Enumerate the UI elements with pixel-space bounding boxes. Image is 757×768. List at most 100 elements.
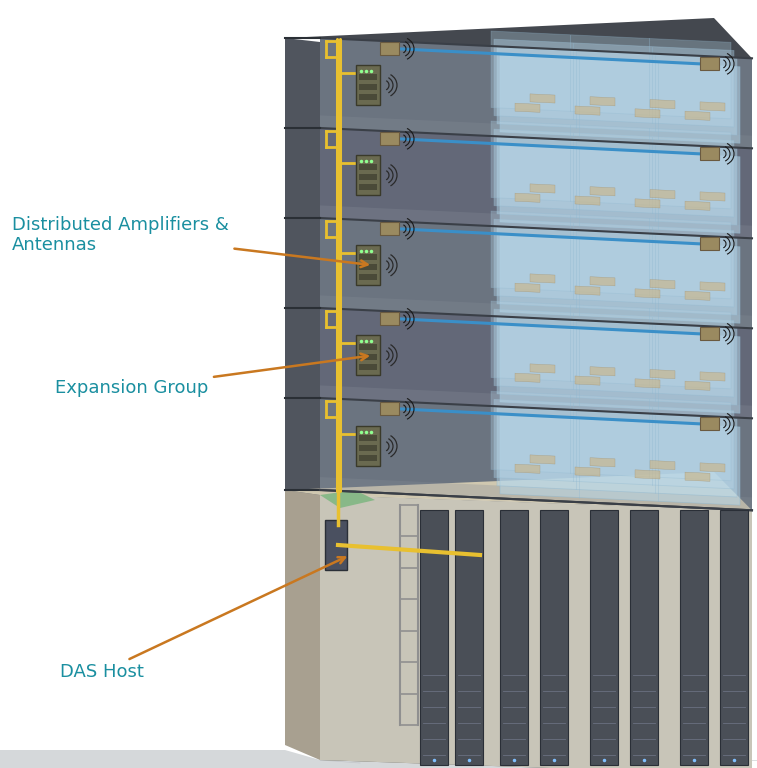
- Polygon shape: [590, 276, 615, 286]
- Polygon shape: [650, 100, 675, 109]
- FancyBboxPatch shape: [356, 426, 380, 466]
- FancyBboxPatch shape: [359, 344, 377, 350]
- Polygon shape: [685, 201, 710, 210]
- Polygon shape: [685, 291, 710, 300]
- Polygon shape: [494, 219, 734, 307]
- FancyBboxPatch shape: [420, 510, 448, 765]
- Polygon shape: [285, 18, 752, 58]
- Polygon shape: [320, 128, 752, 238]
- Polygon shape: [635, 199, 660, 208]
- Polygon shape: [685, 472, 710, 482]
- FancyBboxPatch shape: [359, 74, 377, 81]
- FancyBboxPatch shape: [325, 520, 347, 570]
- Polygon shape: [530, 274, 555, 283]
- Polygon shape: [320, 296, 752, 328]
- Polygon shape: [491, 391, 731, 481]
- FancyBboxPatch shape: [359, 164, 377, 170]
- Polygon shape: [491, 301, 731, 389]
- FancyBboxPatch shape: [359, 455, 377, 462]
- Polygon shape: [497, 137, 737, 225]
- FancyBboxPatch shape: [699, 417, 718, 430]
- Polygon shape: [590, 366, 615, 376]
- Polygon shape: [650, 461, 675, 470]
- Polygon shape: [320, 745, 752, 768]
- FancyBboxPatch shape: [699, 327, 718, 340]
- Polygon shape: [285, 472, 752, 510]
- Polygon shape: [650, 190, 675, 199]
- Polygon shape: [491, 211, 731, 299]
- Polygon shape: [320, 386, 752, 419]
- Polygon shape: [320, 308, 752, 419]
- FancyBboxPatch shape: [590, 510, 618, 765]
- Polygon shape: [575, 467, 600, 476]
- Polygon shape: [320, 38, 752, 148]
- FancyBboxPatch shape: [699, 58, 718, 71]
- Polygon shape: [320, 115, 752, 148]
- Polygon shape: [515, 103, 540, 112]
- Polygon shape: [320, 495, 752, 768]
- Polygon shape: [530, 184, 555, 193]
- FancyBboxPatch shape: [720, 510, 748, 765]
- Polygon shape: [530, 455, 555, 464]
- Polygon shape: [700, 192, 725, 201]
- Polygon shape: [491, 121, 731, 209]
- Polygon shape: [320, 218, 752, 328]
- FancyBboxPatch shape: [359, 254, 377, 260]
- FancyBboxPatch shape: [699, 147, 718, 161]
- FancyBboxPatch shape: [455, 510, 483, 765]
- FancyBboxPatch shape: [680, 510, 708, 765]
- Polygon shape: [590, 458, 615, 467]
- Polygon shape: [497, 408, 737, 497]
- Polygon shape: [650, 369, 675, 379]
- Polygon shape: [500, 415, 740, 505]
- Polygon shape: [500, 236, 740, 323]
- FancyBboxPatch shape: [359, 445, 377, 452]
- Polygon shape: [285, 38, 320, 580]
- Polygon shape: [590, 97, 615, 106]
- FancyBboxPatch shape: [379, 42, 398, 55]
- Polygon shape: [320, 205, 752, 238]
- Polygon shape: [635, 109, 660, 118]
- Polygon shape: [700, 102, 725, 111]
- Polygon shape: [497, 48, 737, 135]
- Polygon shape: [0, 750, 752, 768]
- Polygon shape: [635, 289, 660, 298]
- Polygon shape: [575, 376, 600, 386]
- FancyBboxPatch shape: [359, 274, 377, 280]
- FancyBboxPatch shape: [359, 264, 377, 270]
- Polygon shape: [494, 399, 734, 489]
- FancyBboxPatch shape: [379, 402, 398, 415]
- Polygon shape: [494, 310, 734, 397]
- Polygon shape: [320, 477, 752, 510]
- FancyBboxPatch shape: [359, 184, 377, 190]
- Polygon shape: [635, 470, 660, 479]
- Polygon shape: [500, 145, 740, 233]
- FancyBboxPatch shape: [359, 94, 377, 101]
- Polygon shape: [575, 286, 600, 295]
- Polygon shape: [590, 187, 615, 196]
- Text: DAS Host: DAS Host: [60, 558, 345, 681]
- Polygon shape: [575, 196, 600, 205]
- FancyBboxPatch shape: [356, 155, 380, 195]
- FancyBboxPatch shape: [359, 174, 377, 180]
- Polygon shape: [685, 381, 710, 390]
- Polygon shape: [515, 373, 540, 382]
- FancyBboxPatch shape: [500, 510, 528, 765]
- Polygon shape: [700, 282, 725, 291]
- Polygon shape: [515, 283, 540, 293]
- Polygon shape: [491, 31, 731, 119]
- Polygon shape: [700, 463, 725, 472]
- Polygon shape: [494, 129, 734, 217]
- FancyBboxPatch shape: [630, 510, 658, 765]
- Polygon shape: [515, 194, 540, 202]
- FancyBboxPatch shape: [540, 510, 568, 765]
- Polygon shape: [494, 39, 734, 127]
- FancyBboxPatch shape: [356, 245, 380, 285]
- Polygon shape: [497, 317, 737, 405]
- Polygon shape: [575, 106, 600, 115]
- FancyBboxPatch shape: [379, 313, 398, 326]
- Polygon shape: [635, 379, 660, 388]
- Polygon shape: [685, 111, 710, 121]
- FancyBboxPatch shape: [359, 435, 377, 442]
- Polygon shape: [530, 364, 555, 373]
